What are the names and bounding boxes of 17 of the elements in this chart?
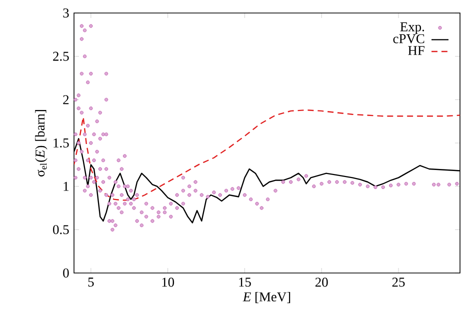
y-tick-label: 2.5 [53, 52, 69, 61]
x-tick-label: 20 [315, 278, 328, 287]
y-tick-label: 0 [63, 268, 69, 278]
legend-label: HF [408, 46, 424, 55]
x-tick-label: 10 [162, 278, 174, 287]
y-tick-label: 0.5 [53, 225, 69, 234]
x-tick-label: 5 [88, 278, 94, 287]
legend-label: Exp. [400, 22, 424, 34]
x-axis-title: E [MeV] [242, 292, 290, 304]
legend-label: cPVC [393, 34, 424, 44]
x-tick-label: 25 [392, 278, 405, 287]
y-tick-label: 2 [63, 95, 69, 104]
y-tick-label: 1.5 [54, 138, 69, 148]
x-tick-label: 15 [239, 278, 251, 287]
y-tick-label: 3 [63, 8, 69, 18]
y-tick-label: 1 [64, 182, 69, 191]
y-axis-title: σ$_{el}$(E) [barn] [35, 110, 48, 176]
